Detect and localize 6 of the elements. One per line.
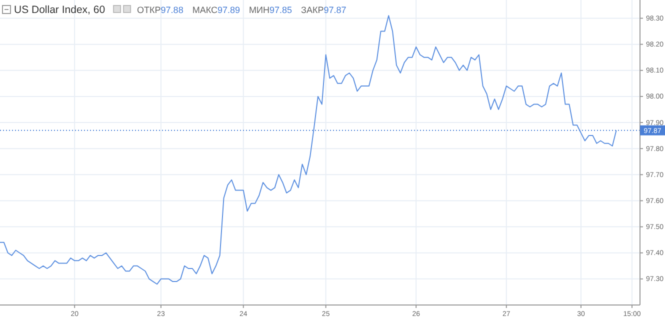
- annotation: МАКС97.89: [192, 5, 240, 15]
- annotation: ЗАКР97.87: [301, 5, 346, 15]
- annotation: МИН97.85: [249, 5, 292, 15]
- line-series: [0, 15, 617, 285]
- annotation: ОТКР97.88: [137, 5, 184, 15]
- chart-title: US Dollar Index, 60: [14, 4, 106, 16]
